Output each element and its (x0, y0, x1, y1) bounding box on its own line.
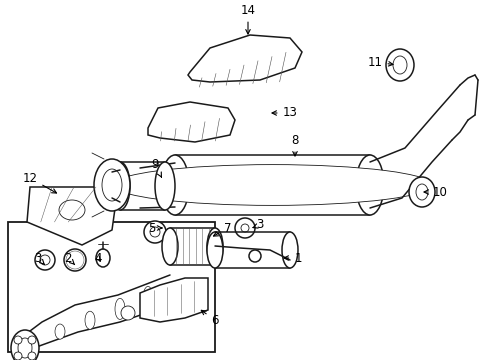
Text: 2: 2 (64, 252, 75, 265)
Ellipse shape (162, 228, 178, 265)
Ellipse shape (110, 162, 130, 210)
Ellipse shape (28, 352, 36, 360)
Ellipse shape (102, 169, 122, 201)
Bar (8, 222, 215, 352)
Text: 8: 8 (291, 134, 298, 156)
Ellipse shape (150, 227, 160, 237)
Ellipse shape (142, 287, 153, 310)
Ellipse shape (28, 336, 36, 344)
Ellipse shape (408, 177, 434, 207)
Text: 1: 1 (284, 252, 301, 265)
Ellipse shape (64, 249, 86, 271)
Ellipse shape (66, 251, 84, 269)
Text: 14: 14 (240, 4, 255, 34)
Ellipse shape (121, 306, 135, 320)
Ellipse shape (69, 254, 81, 266)
Text: 3: 3 (252, 219, 263, 231)
Ellipse shape (143, 221, 165, 243)
Text: 11: 11 (367, 55, 392, 68)
Text: 5: 5 (148, 221, 162, 234)
Text: 6: 6 (201, 310, 218, 327)
Ellipse shape (206, 232, 223, 268)
Polygon shape (140, 278, 207, 322)
Ellipse shape (115, 298, 125, 319)
Ellipse shape (415, 184, 427, 200)
Ellipse shape (35, 250, 55, 270)
Text: 13: 13 (271, 107, 297, 120)
Ellipse shape (161, 155, 189, 215)
Ellipse shape (96, 249, 110, 267)
Ellipse shape (18, 338, 32, 358)
Ellipse shape (112, 165, 431, 206)
Ellipse shape (40, 255, 50, 265)
Ellipse shape (235, 218, 254, 238)
Text: 3: 3 (34, 252, 44, 265)
Ellipse shape (206, 228, 223, 265)
Text: 4: 4 (94, 252, 102, 265)
Ellipse shape (94, 159, 130, 211)
Ellipse shape (85, 311, 95, 329)
Text: 7: 7 (213, 221, 231, 236)
Ellipse shape (155, 162, 175, 210)
Polygon shape (27, 187, 118, 245)
Ellipse shape (14, 352, 22, 360)
Ellipse shape (282, 232, 297, 268)
Text: 9: 9 (151, 158, 161, 177)
Polygon shape (187, 35, 302, 82)
Ellipse shape (11, 330, 39, 360)
Ellipse shape (14, 336, 22, 344)
Text: 10: 10 (423, 185, 447, 198)
Ellipse shape (355, 155, 383, 215)
Ellipse shape (392, 56, 406, 74)
Ellipse shape (248, 250, 261, 262)
Polygon shape (148, 102, 235, 142)
Ellipse shape (241, 224, 248, 232)
Ellipse shape (55, 324, 65, 339)
Ellipse shape (59, 200, 85, 220)
Text: 12: 12 (22, 171, 57, 193)
Ellipse shape (385, 49, 413, 81)
